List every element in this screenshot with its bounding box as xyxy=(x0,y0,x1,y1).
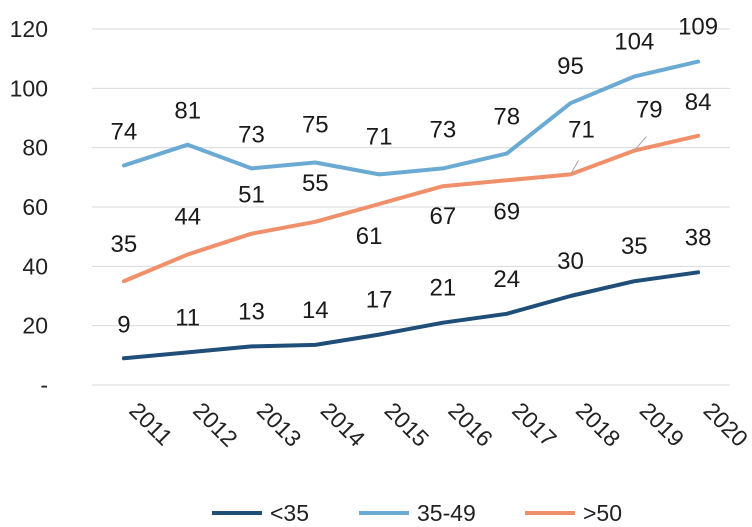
legend: <35 35-49 >50 xyxy=(212,500,622,526)
data-label: 35 xyxy=(621,233,648,260)
series-lines xyxy=(121,59,701,361)
data-label: 61 xyxy=(356,223,383,250)
legend-label: >50 xyxy=(583,500,622,526)
y-tick-label: 60 xyxy=(22,194,48,220)
data-label: 75 xyxy=(302,112,329,139)
x-tick-label: 2018 xyxy=(571,397,626,452)
data-label: 73 xyxy=(430,116,457,143)
data-labels: 9 11 13 14 17 21 24 30 35 38 74 81 73 75 71 73 78 95 104 10… xyxy=(111,14,719,339)
data-label: 95 xyxy=(557,53,584,80)
data-label: 79 xyxy=(636,97,663,124)
y-tick-label: 20 xyxy=(22,313,48,339)
data-label: 109 xyxy=(678,14,718,41)
data-label: 30 xyxy=(557,248,584,275)
data-label: 51 xyxy=(238,182,265,209)
data-label: 9 xyxy=(117,311,130,338)
data-label: 17 xyxy=(366,287,393,314)
x-axis-ticks: 2011 2012 2013 2014 2015 2016 2017 2018 2019 2020 xyxy=(124,397,752,452)
legend-label: <35 xyxy=(270,500,309,526)
x-tick-label: 2019 xyxy=(635,397,690,452)
x-tick-label: 2016 xyxy=(443,397,498,452)
data-label: 71 xyxy=(366,123,393,150)
series-line-2 xyxy=(121,133,701,284)
x-tick-label: 2015 xyxy=(380,397,435,452)
data-label: 81 xyxy=(174,98,201,125)
series-line-1 xyxy=(121,59,701,177)
data-label: 67 xyxy=(430,203,457,230)
x-tick-label: 2017 xyxy=(507,397,562,452)
data-label: 24 xyxy=(493,266,520,293)
data-label: 35 xyxy=(111,231,138,258)
label-leader-line xyxy=(570,160,579,175)
data-label: 69 xyxy=(493,198,520,225)
data-label: 104 xyxy=(614,28,654,55)
series-line-0 xyxy=(121,270,701,361)
x-tick-label: 2014 xyxy=(316,397,371,452)
data-label: 78 xyxy=(493,104,520,131)
data-label: 55 xyxy=(302,170,329,197)
y-tick-label: 120 xyxy=(10,16,48,42)
x-tick-label: 2012 xyxy=(188,397,243,452)
data-label: 73 xyxy=(238,121,265,148)
y-axis-ticks: - 20 40 60 80 100 120 xyxy=(10,16,48,398)
data-label: 74 xyxy=(111,118,138,145)
data-label: 14 xyxy=(302,297,329,324)
data-label: 13 xyxy=(238,298,265,325)
x-tick-label: 2020 xyxy=(699,397,752,452)
data-label: 71 xyxy=(568,116,595,143)
x-tick-label: 2013 xyxy=(252,397,307,452)
data-label: 11 xyxy=(175,304,200,331)
y-tick-label: 100 xyxy=(10,75,48,101)
data-label: 38 xyxy=(685,224,712,251)
legend-label: 35-49 xyxy=(417,500,476,526)
y-tick-label: 40 xyxy=(22,253,48,279)
data-label: 21 xyxy=(430,275,457,302)
y-tick-label: 80 xyxy=(22,135,48,161)
data-label: 44 xyxy=(174,203,201,230)
y-tick-label: - xyxy=(40,372,48,398)
data-label: 84 xyxy=(685,89,712,116)
label-leader-line xyxy=(633,136,647,151)
x-tick-label: 2011 xyxy=(124,397,177,450)
